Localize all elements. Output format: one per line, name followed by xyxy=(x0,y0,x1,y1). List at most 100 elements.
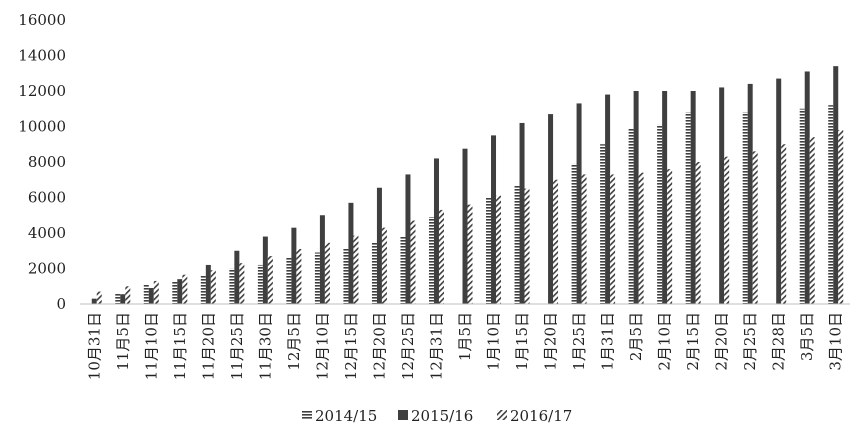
y-tick-label-3: 6000 xyxy=(28,189,66,207)
bar-2015-16-12 xyxy=(433,158,439,304)
bar-2016-17-24 xyxy=(781,144,787,304)
bar-2016-17-20 xyxy=(667,169,673,304)
bar-2014-15-17 xyxy=(571,163,577,304)
bar-2016-17-15 xyxy=(524,188,530,305)
y-tick-label-1: 2000 xyxy=(28,260,66,278)
bar-2016-17-6 xyxy=(267,256,273,304)
x-category-label-7: 12月5日 xyxy=(285,312,303,371)
bar-2014-15-5 xyxy=(229,268,235,304)
bar-2015-16-7 xyxy=(291,227,297,304)
legend-swatch-2 xyxy=(497,410,507,420)
x-category-label-10: 12月20日 xyxy=(370,312,388,380)
bar-2015-16-3 xyxy=(177,279,183,304)
bar-2015-16-9 xyxy=(348,202,354,304)
x-category-label-12: 12月31日 xyxy=(427,312,445,380)
x-category-label-17: 1月25日 xyxy=(570,312,588,371)
bar-2015-16-15 xyxy=(519,122,525,304)
bar-2015-16-23 xyxy=(747,83,753,305)
x-category-label-1: 11月5日 xyxy=(114,312,132,371)
x-category-label-4: 11月20日 xyxy=(199,312,217,380)
bar-2016-17-16 xyxy=(553,179,559,304)
bar-2016-17-11 xyxy=(410,220,416,304)
bar-2015-16-18 xyxy=(605,94,611,304)
y-tick-label-5: 10000 xyxy=(18,118,66,136)
bar-2016-17-10 xyxy=(381,227,387,304)
x-category-label-9: 12月15日 xyxy=(342,312,360,380)
bar-2015-16-19 xyxy=(633,91,639,304)
y-tick-label-2: 4000 xyxy=(28,224,66,242)
bar-2014-15-2 xyxy=(143,284,149,304)
bar-2015-16-0 xyxy=(91,298,97,304)
bar-2015-16-8 xyxy=(319,215,325,304)
bar-2015-16-14 xyxy=(491,135,497,305)
bar-2016-17-7 xyxy=(296,248,302,304)
x-category-label-3: 11月15日 xyxy=(171,312,189,380)
bar-2014-15-26 xyxy=(828,105,834,304)
y-tick-label-0: 0 xyxy=(56,295,66,313)
bar-2016-17-12 xyxy=(438,209,444,304)
x-category-label-13: 1月5日 xyxy=(456,312,474,361)
bar-2016-17-1 xyxy=(125,286,131,304)
bar-2014-15-7 xyxy=(286,257,292,304)
y-axis-tick-labels: 0 2000 4000 6000 8000 10000 12000 14000 16000 xyxy=(18,11,66,313)
x-category-label-11: 12月25日 xyxy=(399,312,417,380)
bar-2014-15-19 xyxy=(628,128,634,304)
bar-2014-15-1 xyxy=(115,293,121,304)
bar-2015-16-13 xyxy=(462,148,468,304)
bar-2015-16-21 xyxy=(690,91,696,304)
bar-2016-17-18 xyxy=(610,174,616,304)
bar-2015-16-5 xyxy=(234,250,240,304)
bar-2014-15-9 xyxy=(343,248,349,304)
bar-2016-17-5 xyxy=(239,263,245,304)
bar-2015-16-10 xyxy=(376,187,382,304)
legend-swatch-0 xyxy=(302,410,312,420)
bar-2015-16-6 xyxy=(262,236,268,304)
bar-2015-16-24 xyxy=(776,78,782,304)
x-category-label-21: 2月15日 xyxy=(684,312,702,371)
bar-2015-16-22 xyxy=(719,87,725,304)
x-category-label-15: 1月15日 xyxy=(513,312,531,371)
bar-2015-16-17 xyxy=(576,103,582,304)
bar-2016-17-3 xyxy=(182,274,188,304)
bar-2015-16-1 xyxy=(120,294,126,304)
bar-2014-15-8 xyxy=(314,252,320,304)
bar-2014-15-6 xyxy=(257,264,263,304)
x-axis-category-labels: 10月31日 11月5日 11月10日 11月15日 11月20日 11月25日 11月30… xyxy=(85,312,844,380)
x-category-label-26: 3月10日 xyxy=(827,312,845,371)
bar-2016-17-19 xyxy=(638,172,644,304)
x-category-label-5: 11月25日 xyxy=(228,312,246,380)
y-tick-label-6: 12000 xyxy=(18,82,66,100)
bar-2014-15-12 xyxy=(428,217,434,304)
bar-2015-16-16 xyxy=(548,114,554,304)
bar-2016-17-9 xyxy=(353,235,359,304)
bars xyxy=(91,66,844,305)
bar-2016-17-17 xyxy=(581,174,587,304)
bar-2016-17-2 xyxy=(153,280,159,304)
x-category-label-14: 1月10日 xyxy=(485,312,503,371)
legend: 2014/15 2015/16 2016/17 xyxy=(302,407,572,425)
bar-2015-16-20 xyxy=(662,91,668,304)
bar-2014-15-25 xyxy=(799,108,805,304)
bar-2016-17-23 xyxy=(752,151,758,304)
bar-2015-16-25 xyxy=(804,71,810,304)
x-category-label-22: 2月20日 xyxy=(713,312,731,371)
x-category-label-0: 10月31日 xyxy=(85,312,103,380)
y-tick-label-4: 8000 xyxy=(28,153,66,171)
bar-2016-17-4 xyxy=(210,270,216,304)
bar-2015-16-11 xyxy=(405,174,411,304)
bar-2014-15-10 xyxy=(371,241,377,305)
x-category-label-2: 11月10日 xyxy=(142,312,160,380)
bar-2016-17-14 xyxy=(496,195,502,304)
bar-2014-15-11 xyxy=(400,236,406,304)
bar-2014-15-21 xyxy=(685,112,691,304)
bar-2016-17-22 xyxy=(724,156,730,304)
bar-2014-15-4 xyxy=(200,275,206,304)
x-category-label-23: 2月25日 xyxy=(741,312,759,371)
legend-label-0: 2014/15 xyxy=(315,407,377,425)
x-category-label-19: 2月5日 xyxy=(627,312,645,361)
bar-2016-17-21 xyxy=(695,162,701,304)
bar-2014-15-15 xyxy=(514,185,520,304)
x-category-label-25: 3月5日 xyxy=(798,312,816,361)
bar-2016-17-26 xyxy=(838,130,844,304)
